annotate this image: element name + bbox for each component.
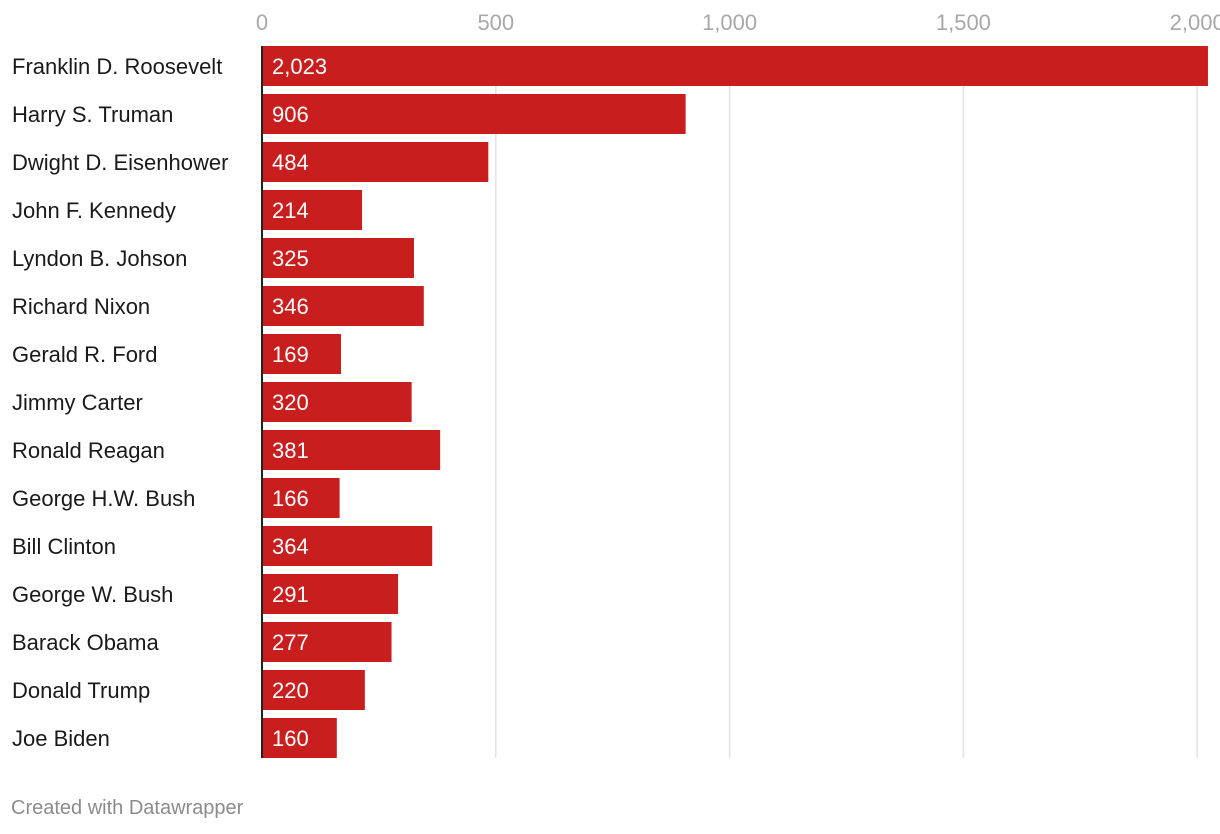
category-label: Barack Obama bbox=[12, 630, 159, 655]
x-tick-label: 0 bbox=[256, 10, 268, 35]
value-label: 381 bbox=[272, 438, 309, 463]
category-label: Dwight D. Eisenhower bbox=[12, 150, 228, 175]
category-label: Donald Trump bbox=[12, 678, 150, 703]
value-label: 166 bbox=[272, 486, 309, 511]
x-axis-ticks: 0 500 1,000 1,500 2,000 bbox=[256, 10, 1220, 35]
chart-svg: 0 500 1,000 1,500 2,000 Franklin D. Roosevel… bbox=[12, 10, 1220, 758]
bar bbox=[262, 622, 392, 662]
datawrapper-credit: Created with Datawrapper bbox=[11, 797, 244, 819]
category-label: Ronald Reagan bbox=[12, 438, 165, 463]
category-label: Lyndon B. Johson bbox=[12, 246, 187, 271]
category-labels: Franklin D. Roosevelt Harry S. Truman Dwig… bbox=[12, 54, 228, 751]
value-label: 214 bbox=[272, 198, 309, 223]
value-label: 320 bbox=[272, 390, 309, 415]
x-tick-label: 1,000 bbox=[702, 10, 757, 35]
value-label: 325 bbox=[272, 246, 309, 271]
category-label: Gerald R. Ford bbox=[12, 342, 158, 367]
category-label: Franklin D. Roosevelt bbox=[12, 54, 222, 79]
category-label: Joe Biden bbox=[12, 726, 110, 751]
value-label: 169 bbox=[272, 342, 309, 367]
gridlines bbox=[495, 46, 1198, 758]
bar bbox=[262, 670, 365, 710]
bar bbox=[262, 94, 686, 134]
value-label: 291 bbox=[272, 582, 309, 607]
bar bbox=[262, 334, 342, 374]
category-label: Harry S. Truman bbox=[12, 102, 173, 127]
value-labels: 2,023 906 484 214 325 346 169 320 381 166 364 291 27… bbox=[272, 54, 327, 751]
value-label: 906 bbox=[272, 102, 309, 127]
x-tick-label: 500 bbox=[477, 10, 514, 35]
x-tick-label: 1,500 bbox=[936, 10, 991, 35]
bar bbox=[262, 382, 412, 422]
value-label: 484 bbox=[272, 150, 309, 175]
value-label: 2,023 bbox=[272, 54, 327, 79]
bars bbox=[262, 46, 1208, 758]
category-label: George H.W. Bush bbox=[12, 486, 195, 511]
value-label: 160 bbox=[272, 726, 309, 751]
value-label: 277 bbox=[272, 630, 309, 655]
bar bbox=[262, 238, 414, 278]
value-label: 346 bbox=[272, 294, 309, 319]
bar bbox=[262, 286, 424, 326]
category-label: Bill Clinton bbox=[12, 534, 116, 559]
value-label: 220 bbox=[272, 678, 309, 703]
bar bbox=[262, 574, 399, 614]
category-label: George W. Bush bbox=[12, 582, 173, 607]
category-label: Richard Nixon bbox=[12, 294, 150, 319]
bar bbox=[262, 430, 441, 470]
x-tick-label: 2,000 bbox=[1170, 10, 1220, 35]
bar bbox=[262, 718, 337, 758]
bar bbox=[262, 190, 363, 230]
category-label: Jimmy Carter bbox=[12, 390, 143, 415]
bar bbox=[262, 526, 433, 566]
bar bbox=[262, 46, 1208, 86]
bar bbox=[262, 478, 340, 518]
category-label: John F. Kennedy bbox=[12, 198, 176, 223]
bar bbox=[262, 142, 489, 182]
value-label: 364 bbox=[272, 534, 309, 559]
